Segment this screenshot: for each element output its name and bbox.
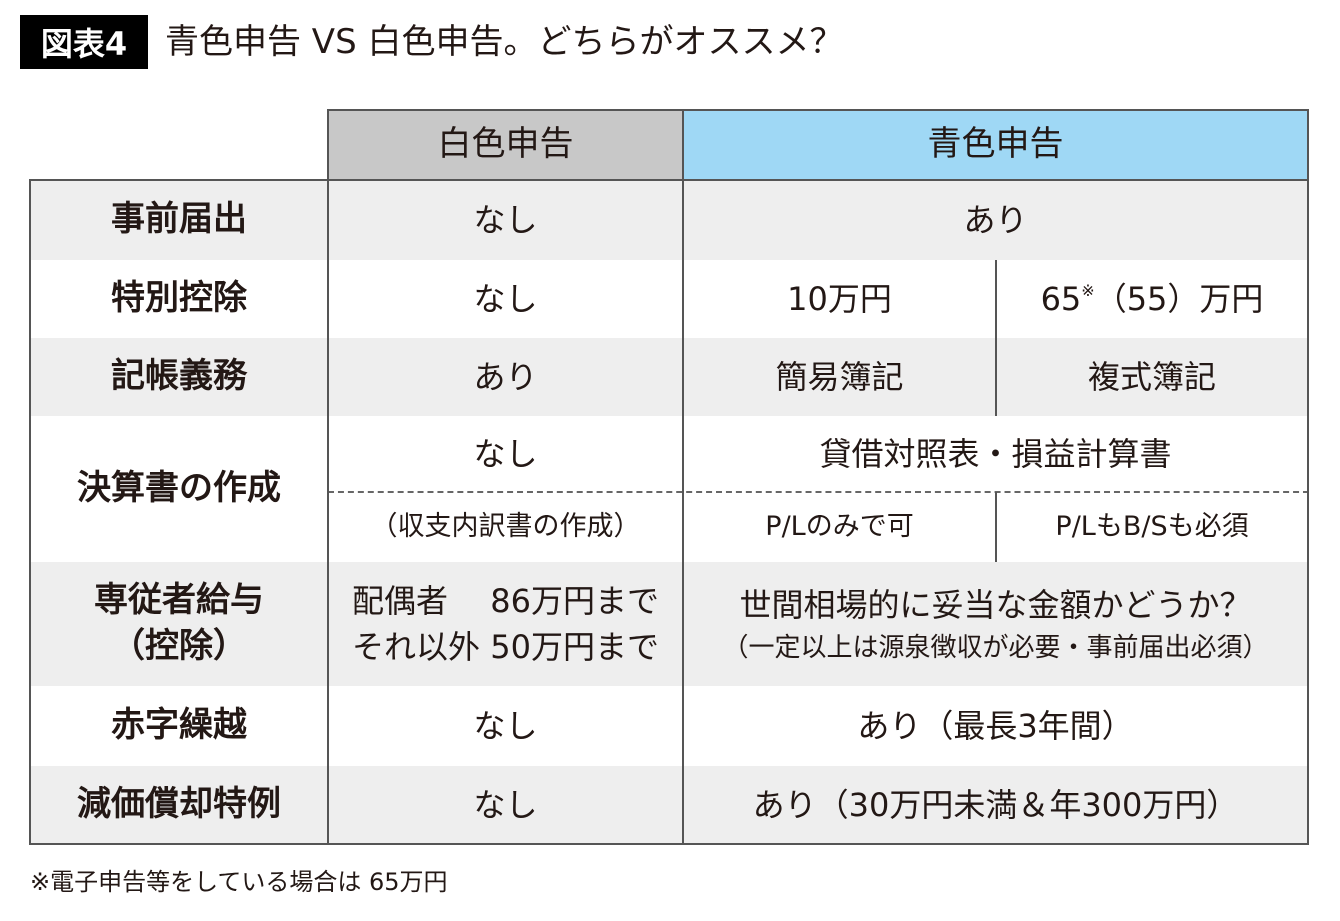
label-text: 特別控除 [111,278,247,319]
cell-white-advance-notice: なし [328,180,683,260]
cell-text: あり [473,357,538,396]
figure-badge-text: 図表4 [40,25,128,63]
header-blue-text: 青色申告 [927,124,1064,165]
cell-text: なし [473,706,538,745]
cell-blue-a-statements-sub: P/Lのみで可 [683,492,996,562]
cell-text: それ以外 50万円まで [352,628,659,666]
dashed-divider [328,491,1309,493]
label-text: 赤字繰越 [111,705,247,746]
header-bottom-border [30,179,1309,181]
row-label-special-deduction: 特別控除 [30,260,328,338]
column-divider-label [327,109,329,845]
cell-text: 配偶者 86万円まで [352,581,659,620]
cell-text: （収支内訳書の作成） [370,511,641,543]
cell-text: 簡易簿記 [775,357,904,396]
blue-split-divider-sub [995,492,997,562]
cell-text: あり（最長3年間） [857,706,1134,745]
cell-blue-loss-carryforward: あり（最長3年間） [683,686,1308,766]
row-label-family-salary: 専従者給与 （控除） [30,562,328,686]
cell-text: なし [473,785,538,824]
label-text: 事前届出 [111,199,247,240]
cell-text: 世間相場的に妥当な金額かどうか？ [739,585,1252,624]
header-white-text: 白色申告 [437,124,574,165]
row-label-bookkeeping: 記帳義務 [30,338,328,416]
label-text: 専従者給与 [94,580,264,621]
cell-white-statements-sub: （収支内訳書の作成） [328,492,683,562]
figure-badge: 図表4 [20,15,148,69]
cell-blue-a-special-deduction: 10万円 [683,260,996,338]
column-divider-white [682,109,684,845]
cell-text: なし [473,434,538,473]
cell-blue-b-bookkeeping: 複式簿記 [996,338,1308,416]
cell-blue-a-bookkeeping: 簡易簿記 [683,338,996,416]
row-label-statements: 決算書の作成 [30,416,328,562]
cell-text: あり（30万円未満＆年300万円） [752,785,1239,824]
table-top-border [328,109,1309,111]
cell-blue-b-statements-sub: P/LもB/Sも必須 [996,492,1308,562]
cell-white-depreciation: なし [328,766,683,844]
cell-text: 複式簿記 [1087,357,1216,396]
table-left-border [29,179,31,845]
cell-white-special-deduction: なし [328,260,683,338]
row-label-advance-notice: 事前届出 [30,180,328,260]
row-label-loss-carryforward: 赤字繰越 [30,686,328,766]
cell-blue-advance-notice: あり [683,180,1308,260]
cell-white-loss-carryforward: なし [328,686,683,766]
cell-text: あり [963,200,1028,239]
row-label-depreciation: 減価償却特例 [30,766,328,844]
footnote-mark: ※ [1081,281,1095,300]
cell-white-statements: なし [328,416,683,492]
label-text: （控除） [111,626,247,666]
label-text: 減価償却特例 [77,784,281,825]
header-blue: 青色申告 [683,110,1308,180]
cell-white-family-salary: 配偶者 86万円まで それ以外 50万円まで [328,562,683,686]
label-text: 決算書の作成 [77,468,281,509]
cell-text: なし [473,200,538,239]
cell-text: 貸借対照表・損益計算書 [819,434,1172,473]
cell-text: P/Lのみで可 [765,511,914,543]
cell-text: なし [473,279,538,318]
cell-blue-b-special-deduction: 65 ※ （55）万円 [996,260,1308,338]
cell-text: 10万円 [787,279,892,318]
cell-blue-depreciation: あり（30万円未満＆年300万円） [683,766,1308,844]
figure-title: 青色申告 VS 白色申告。どちらがオススメ？ [165,22,844,62]
cell-text: （一定以上は源泉徴収が必要・事前届出必須） [722,632,1269,663]
footnote: ※電子申告等をしている場合は 65万円 [30,868,448,896]
cell-text: （55）万円 [1094,279,1264,318]
cell-text: 65 [1040,279,1082,318]
table-bottom-border [30,843,1309,845]
cell-white-bookkeeping: あり [328,338,683,416]
blue-split-divider [995,260,997,416]
table-right-border [1307,109,1309,845]
label-text: 記帳義務 [111,356,247,397]
cell-text: P/LもB/Sも必須 [1055,511,1249,543]
cell-blue-statements: 貸借対照表・損益計算書 [683,416,1308,492]
cell-blue-family-salary: 世間相場的に妥当な金額かどうか？ （一定以上は源泉徴収が必要・事前届出必須） [683,562,1308,686]
header-white: 白色申告 [328,110,683,180]
